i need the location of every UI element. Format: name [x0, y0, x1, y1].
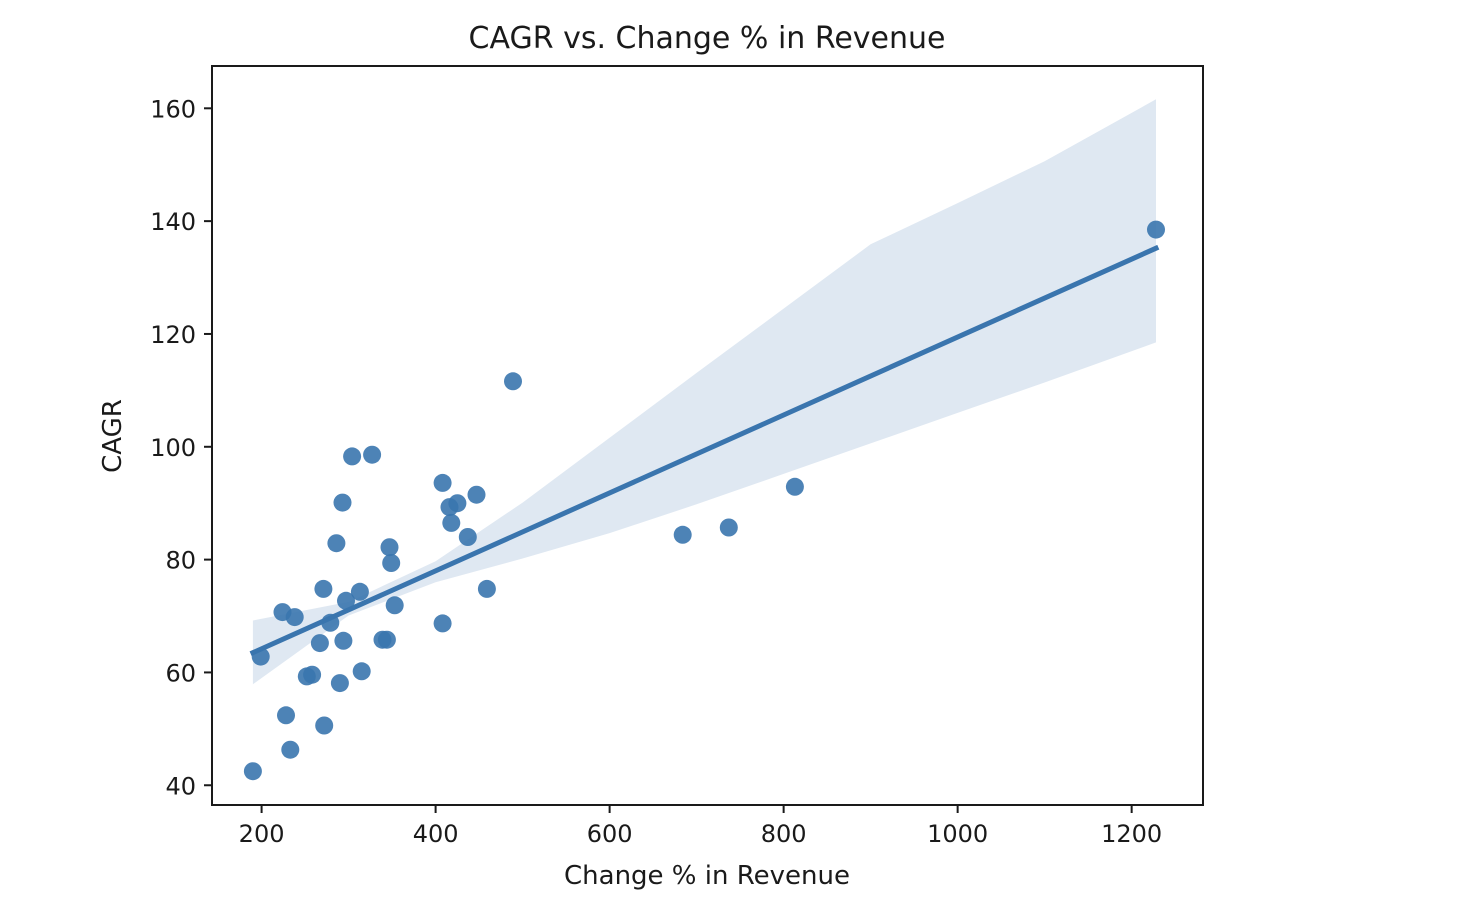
- x-tick-label: 200: [239, 820, 285, 848]
- chart-title: CAGR vs. Change % in Revenue: [469, 21, 946, 56]
- data-point: [310, 634, 329, 653]
- data-point: [251, 647, 270, 666]
- data-point: [433, 614, 452, 633]
- data-point: [442, 513, 461, 532]
- x-tick-label: 600: [587, 820, 633, 848]
- x-axis-label: Change % in Revenue: [564, 861, 850, 891]
- y-tick-label: 60: [165, 659, 196, 687]
- y-tick-label: 160: [150, 95, 196, 123]
- data-point: [243, 762, 262, 781]
- data-point: [343, 447, 362, 466]
- x-tick-label: 1000: [927, 820, 988, 848]
- data-point: [1147, 220, 1165, 239]
- y-tick-label: 80: [165, 547, 196, 575]
- data-point: [314, 579, 333, 598]
- y-axis-ticks: 40 60 80 100 120 140 160: [150, 95, 212, 800]
- x-axis-ticks: 200 400 600 800 1000 1200: [239, 805, 1162, 848]
- data-point: [337, 591, 355, 610]
- data-point: [352, 662, 371, 681]
- data-point: [377, 630, 396, 649]
- data-point: [327, 534, 346, 553]
- y-tick-label: 100: [150, 434, 196, 462]
- y-tick-label: 120: [150, 321, 196, 349]
- data-point: [785, 477, 804, 496]
- data-point: [467, 485, 486, 504]
- x-tick-label: 1200: [1101, 820, 1162, 848]
- data-point: [363, 445, 382, 464]
- y-axis-label: CAGR: [98, 399, 128, 473]
- data-point: [330, 674, 349, 693]
- x-tick-label: 400: [413, 820, 459, 848]
- data-point: [504, 372, 522, 391]
- data-point: [285, 608, 304, 627]
- data-point: [315, 716, 334, 735]
- confidence-band: [252, 99, 1156, 685]
- regression-line-layer: [249, 244, 1160, 656]
- data-point: [382, 554, 401, 572]
- data-point: [673, 525, 692, 544]
- data-point: [334, 631, 353, 650]
- data-points-layer: [243, 220, 1165, 781]
- data-point: [321, 613, 340, 632]
- confidence-band-layer: [252, 99, 1156, 685]
- data-point: [477, 579, 496, 598]
- data-point: [458, 528, 477, 546]
- data-point: [448, 494, 467, 513]
- regression-line: [249, 244, 1160, 656]
- data-point: [385, 596, 404, 615]
- x-tick-label: 800: [761, 820, 807, 848]
- y-tick-label: 140: [150, 208, 196, 236]
- data-point: [333, 493, 352, 512]
- data-point: [303, 665, 322, 684]
- data-point: [350, 582, 369, 601]
- data-point: [281, 740, 300, 759]
- data-point: [277, 706, 295, 725]
- plot-frame: [211, 65, 1204, 806]
- data-point: [719, 518, 738, 537]
- y-tick-label: 40: [165, 772, 196, 800]
- data-point: [433, 473, 452, 492]
- data-point: [380, 538, 399, 557]
